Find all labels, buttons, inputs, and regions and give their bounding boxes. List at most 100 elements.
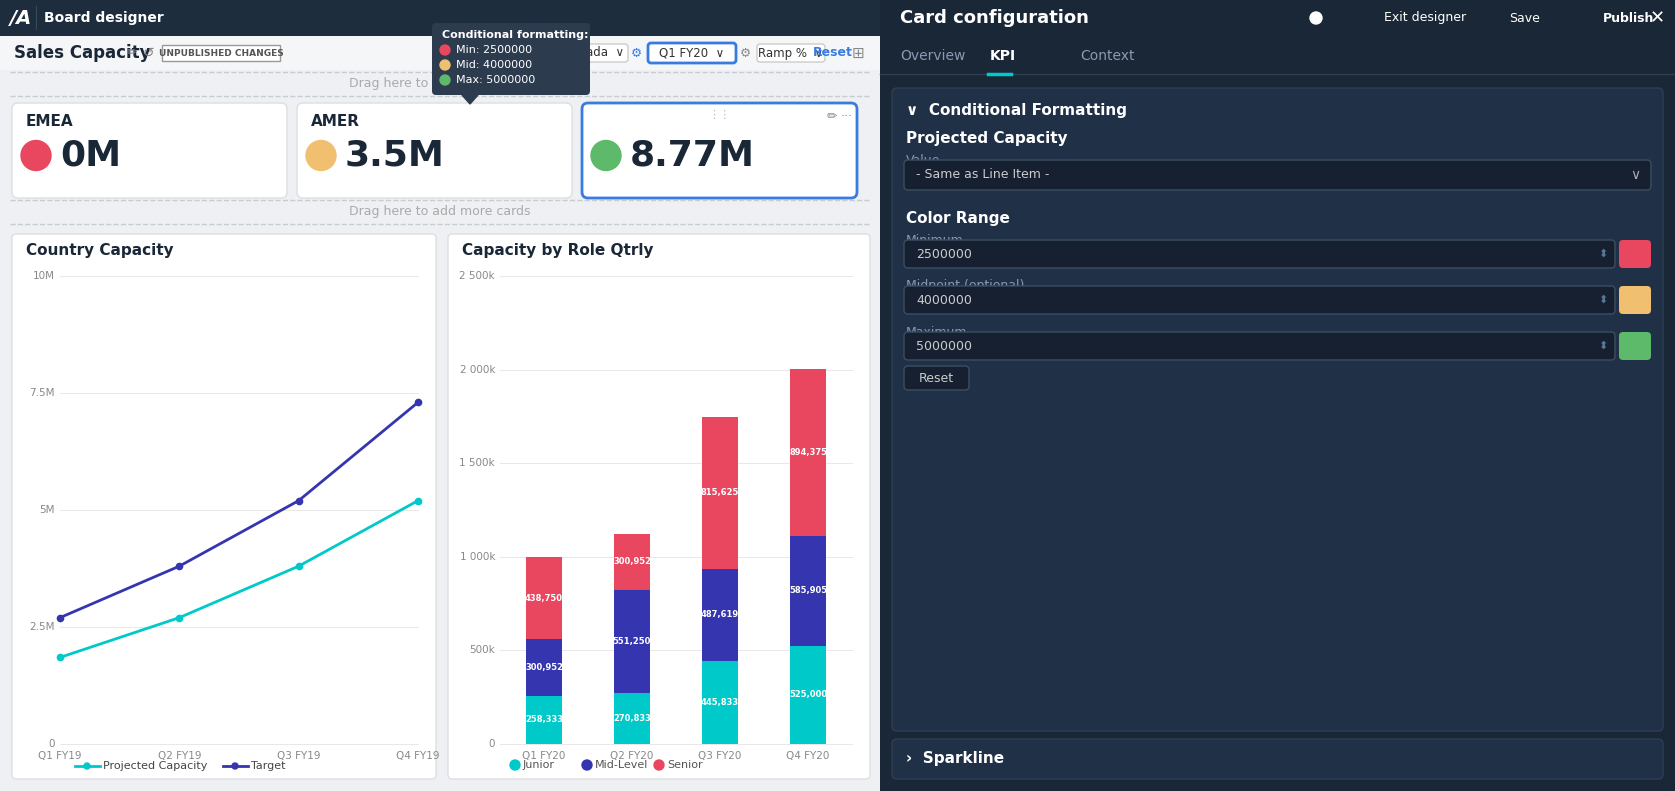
Text: Country Capacity: Country Capacity [27,243,174,258]
FancyBboxPatch shape [905,240,1615,268]
Text: Canada  ∨: Canada ∨ [563,47,625,59]
FancyBboxPatch shape [296,103,571,198]
Circle shape [84,763,90,769]
Text: ∨  Conditional Formatting: ∨ Conditional Formatting [906,103,1127,118]
Text: Reset: Reset [812,47,853,59]
Text: KPI: KPI [990,49,1017,63]
FancyBboxPatch shape [905,286,1615,314]
Text: Mid-Level: Mid-Level [595,760,648,770]
Text: 585,905: 585,905 [789,586,827,596]
Text: Q1 FY20  ∨: Q1 FY20 ∨ [660,47,725,59]
FancyBboxPatch shape [893,739,1663,779]
Text: Senior: Senior [667,760,702,770]
FancyBboxPatch shape [581,103,858,198]
Text: Color Range: Color Range [906,210,1010,225]
FancyBboxPatch shape [559,44,628,62]
Text: Max: 5000000: Max: 5000000 [456,75,536,85]
FancyBboxPatch shape [1295,12,1323,24]
FancyBboxPatch shape [757,44,826,62]
Circle shape [441,60,451,70]
Text: Publish: Publish [1603,12,1655,25]
Text: Reset: Reset [918,372,953,384]
Text: Mid: 4000000: Mid: 4000000 [456,60,533,70]
Circle shape [441,45,451,55]
Text: 445,833: 445,833 [700,698,739,707]
Text: Q1 FY19: Q1 FY19 [39,751,82,761]
Text: 4000000: 4000000 [916,293,971,306]
Text: Projected Capacity: Projected Capacity [102,761,208,771]
Text: 3.5M: 3.5M [345,138,446,172]
Bar [526,639,563,695]
Text: 10M: 10M [34,271,55,281]
Text: Q2 FY19: Q2 FY19 [157,751,201,761]
Text: Q1 FY20: Q1 FY20 [523,751,566,761]
Text: Value: Value [906,153,940,166]
Text: ›  Sparkline: › Sparkline [906,751,1003,766]
FancyBboxPatch shape [12,103,286,198]
Text: Sales Capacity: Sales Capacity [13,44,151,62]
Text: 551,250: 551,250 [613,638,652,646]
Text: 1 500k: 1 500k [459,458,496,468]
Text: ⋮⋮: ⋮⋮ [709,110,730,120]
Circle shape [591,141,621,171]
Circle shape [441,75,451,85]
Text: 2500000: 2500000 [916,248,971,260]
Text: Card configuration: Card configuration [899,9,1089,27]
Text: 0: 0 [49,739,55,749]
Text: 2.5M: 2.5M [30,622,55,632]
Text: 438,750: 438,750 [524,594,563,603]
Bar [613,693,650,744]
FancyBboxPatch shape [905,332,1615,360]
Circle shape [233,763,238,769]
Text: 5M: 5M [40,505,55,515]
Text: 487,619: 487,619 [700,611,739,619]
Bar [0,0,1675,36]
FancyBboxPatch shape [432,23,590,95]
Text: 300,952: 300,952 [524,663,563,672]
Text: Junior: Junior [523,760,554,770]
Text: ⬍: ⬍ [1598,341,1608,351]
Text: ✕: ✕ [1650,9,1665,27]
FancyBboxPatch shape [447,234,869,779]
FancyBboxPatch shape [1595,7,1663,29]
Text: ✏: ✏ [127,47,137,59]
Text: Overview: Overview [899,49,965,63]
Text: 815,625: 815,625 [700,488,739,498]
Text: 0: 0 [489,739,496,749]
Text: Maximum: Maximum [906,326,968,339]
Circle shape [307,141,337,171]
FancyBboxPatch shape [12,234,436,779]
Text: Ramp %  ∨: Ramp % ∨ [759,47,824,59]
Text: ⬍: ⬍ [1598,295,1608,305]
Text: Projected Capacity: Projected Capacity [906,131,1067,146]
Bar [162,45,280,61]
Text: Q3 FY20: Q3 FY20 [698,751,742,761]
Circle shape [581,760,591,770]
Text: Drag here to add more cards: Drag here to add more cards [350,206,531,218]
Text: ⚙: ⚙ [1338,9,1352,27]
Text: Q3 FY19: Q3 FY19 [276,751,320,761]
Text: 525,000: 525,000 [789,691,827,699]
Text: 5000000: 5000000 [916,339,971,353]
FancyBboxPatch shape [1620,332,1652,360]
Text: ⚙: ⚙ [541,47,553,59]
FancyBboxPatch shape [905,160,1652,190]
Text: Conditional formatting:: Conditional formatting: [442,30,588,40]
Text: Q2 FY20: Q2 FY20 [610,751,653,761]
Text: ⊞: ⊞ [851,46,864,60]
Text: Target: Target [251,761,285,771]
Text: ⚙: ⚙ [739,47,750,59]
FancyBboxPatch shape [905,366,970,390]
Text: Capacity by Role Qtrly: Capacity by Role Qtrly [462,243,653,258]
Text: Save: Save [1509,12,1541,25]
Text: 894,375: 894,375 [789,448,827,457]
Text: Q4 FY20: Q4 FY20 [786,751,829,761]
Text: 2 000k: 2 000k [459,365,496,375]
Circle shape [653,760,663,770]
Text: ∨: ∨ [1630,168,1640,182]
Text: Preview: Preview [1240,12,1288,25]
Circle shape [1310,12,1322,24]
Text: ⚙: ⚙ [630,47,642,59]
Text: AMER: AMER [312,113,360,128]
Bar [702,417,739,570]
